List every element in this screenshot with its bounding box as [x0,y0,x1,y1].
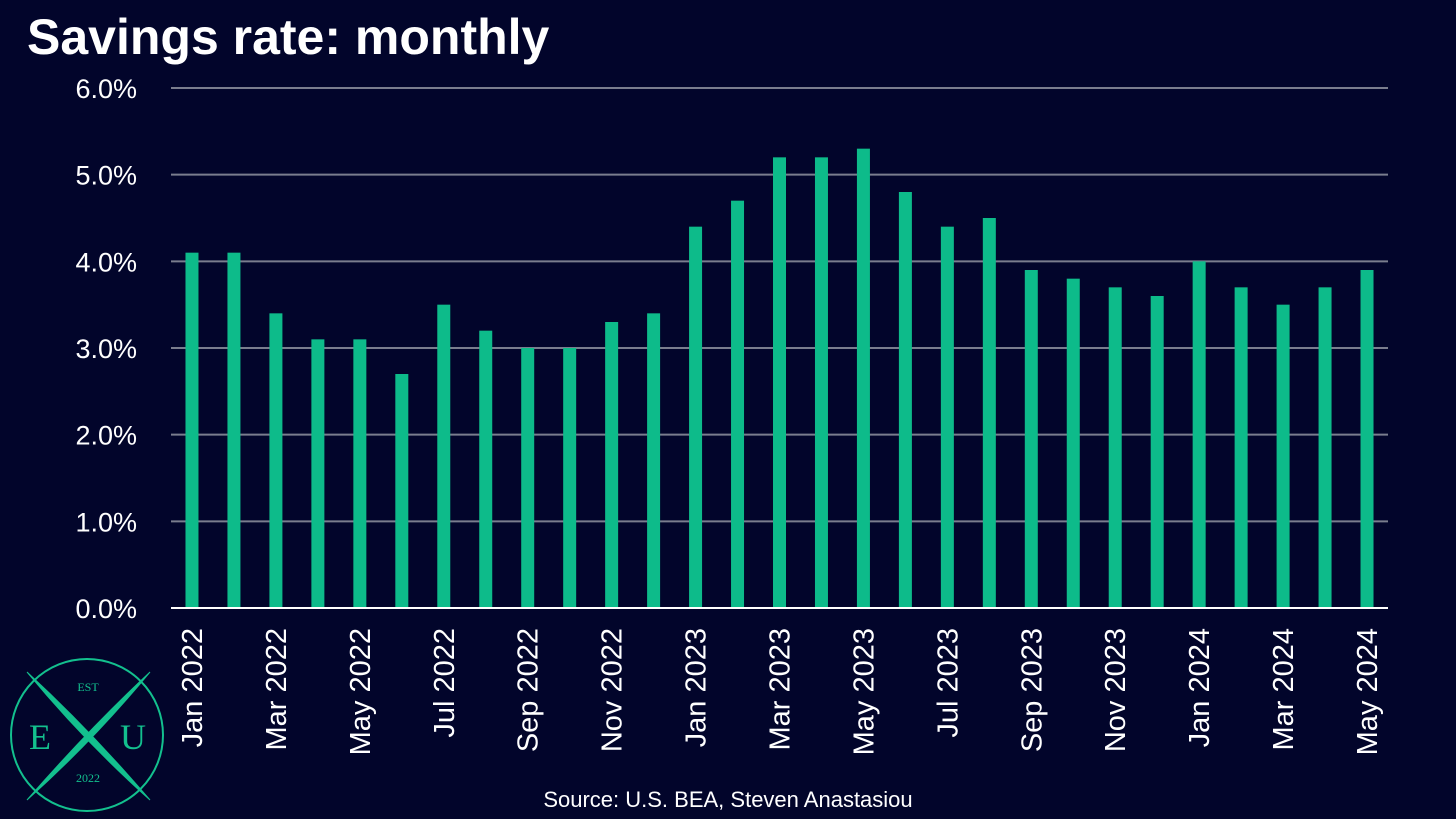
y-tick-label: 5.0% [75,161,137,191]
x-tick-label: Sep 2023 [1016,628,1048,752]
chart-title: Savings rate: monthly [27,9,550,65]
x-axis-ticks: Jan 2022 Mar 2022 May 2022 Jul 2022 Sep 2022… [177,628,1384,755]
bar-jul-2023 [940,226,954,608]
bar-dec-2023 [1150,296,1164,608]
logo-letter-e: E [29,717,51,757]
x-tick-label: Mar 2024 [1268,628,1300,751]
x-tick-label: Jan 2024 [1184,628,1216,747]
logo-x-stroke-2 [26,671,151,801]
x-tick-label: Nov 2022 [597,628,629,752]
x-tick-label: Jan 2023 [681,628,713,747]
y-tick-label: 3.0% [75,334,137,364]
source-note: Source: U.S. BEA, Steven Anastasiou [543,787,912,812]
logo-circle [10,658,164,812]
bar-may-2024 [1360,270,1374,608]
bar-jan-2023 [689,226,703,608]
bar-feb-2024 [1234,287,1248,608]
y-tick-label: 0.0% [75,594,137,624]
bar-oct-2023 [1066,278,1080,608]
bar-aug-2023 [982,218,996,608]
y-tick-label: 1.0% [75,507,137,537]
bar-nov-2022 [605,322,619,608]
x-tick-label: May 2023 [848,628,880,755]
bar-may-2023 [856,148,870,608]
bar-dec-2022 [647,313,661,608]
bar-mar-2022 [269,313,283,608]
y-axis-ticks: 0.0% 1.0% 2.0% 3.0% 4.0% 5.0% 6.0% [75,74,137,624]
bar-jun-2023 [898,192,912,608]
bar-nov-2023 [1108,287,1122,608]
bar-apr-2023 [814,157,828,609]
bar-sep-2022 [521,348,535,608]
bar-feb-2023 [731,200,745,608]
y-tick-label: 2.0% [75,421,137,451]
bar-jan-2024 [1192,261,1206,608]
x-tick-label: Sep 2022 [513,628,545,752]
x-tick-label: May 2024 [1352,628,1384,755]
bar-oct-2022 [563,348,577,608]
x-tick-label: Nov 2023 [1100,628,1132,752]
bar-sep-2023 [1024,270,1038,608]
y-tick-label: 6.0% [75,74,137,104]
bar-jul-2022 [437,304,451,608]
bar-mar-2023 [773,157,786,609]
bar-mar-2024 [1276,304,1290,608]
bar-apr-2024 [1318,287,1332,608]
exu-logo: EST E U 2022 [10,658,164,812]
y-tick-label: 4.0% [75,247,137,277]
bar-jun-2022 [395,374,409,608]
bar-feb-2022 [227,252,241,608]
x-tick-label: Jul 2023 [932,628,964,738]
bar-may-2022 [353,339,367,608]
logo-letter-u: U [120,717,146,757]
bar-apr-2022 [311,339,325,608]
x-tick-label: May 2022 [345,628,377,755]
x-tick-label: Mar 2022 [261,628,293,751]
bar-jan-2022 [185,252,199,608]
logo-year: 2022 [76,771,100,785]
x-tick-label: Jul 2022 [429,628,461,738]
bars [185,148,1374,609]
bar-aug-2022 [479,330,493,608]
x-tick-label: Jan 2022 [177,628,209,747]
x-tick-label: Mar 2023 [765,628,797,751]
logo-est: EST [77,680,99,694]
